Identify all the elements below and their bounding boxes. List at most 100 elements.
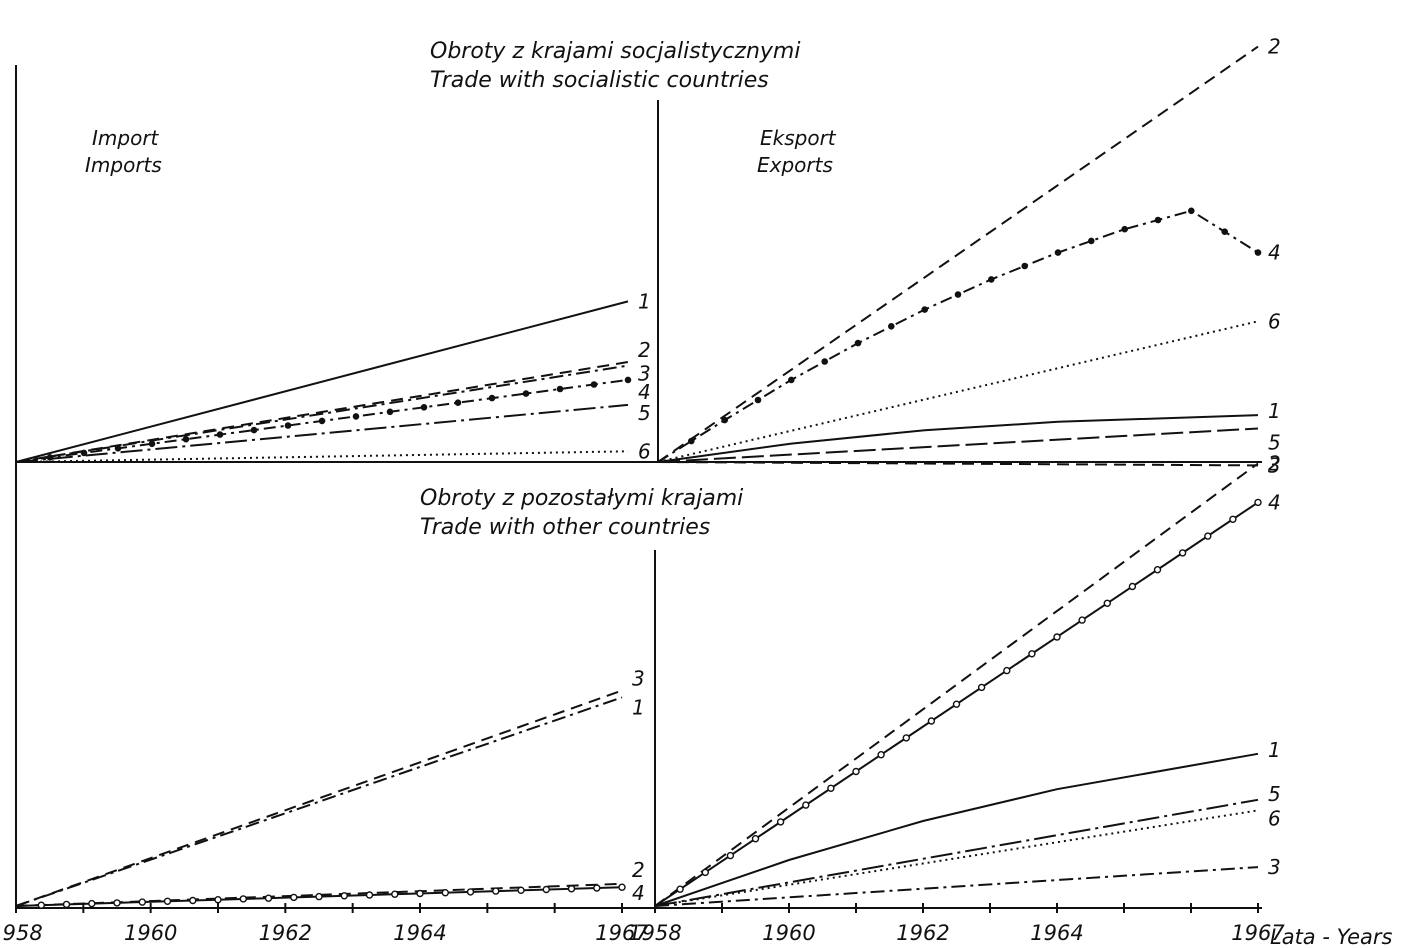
panel-3-series-4-marker [517,886,525,894]
panel-2-series-4-marker [1188,207,1195,215]
plot-lines [15,45,1262,909]
panel-3-series-1-line [15,696,623,907]
panel-4-series-4-label: 4 [1268,490,1281,514]
panel-1-series-1-label: 1 [638,289,651,313]
panel-1-series-4-marker [624,376,632,384]
panel-3-series-4-marker [315,892,323,901]
panel-2-series-5-label: 5 [1268,431,1281,455]
panel-1-series-3-line [15,364,629,463]
panel-4-series-4-marker [1153,566,1162,574]
panel-1-series-4-marker [182,435,190,443]
panel-1-series-3-label: 3 [638,362,651,386]
x-axis-label: Lata - Years [1270,925,1393,948]
panel-3-series-4-marker [466,888,475,896]
panel-2-series-4-marker [688,437,695,445]
panel-3-series-4-marker [113,899,121,907]
panel-4-series-4-marker [1028,650,1036,658]
panel-4-series-4-marker [1053,633,1061,641]
panel-4-series-4-marker [852,767,860,776]
panel-1-series-4-marker [318,417,326,425]
export-label-english: Exports [757,153,833,177]
panel-4-series-4-marker [1178,549,1187,557]
panel-4-series-6-line [654,809,1259,907]
panel-4-series-4-marker [977,683,986,692]
panel-2-series-4-marker [821,358,829,365]
panel-4-series-4-marker [927,717,936,725]
panel-1-series-4-marker [352,413,360,420]
panel-3-series-4-marker [189,896,197,905]
bottom-title-english: Trade with other countries [420,515,710,540]
panel-1-series-4-marker [216,431,224,438]
panel-1-series-6-line [15,450,629,463]
panel-1-series-4-marker [488,394,496,402]
panel-4-series-1-label: 1 [1268,738,1281,762]
top-title-english: Trade with socialistic countries [430,68,769,93]
panel-4-series-4-marker [827,784,835,792]
import-label-english: Imports [85,153,162,177]
panel-3-series-4-marker [264,894,273,902]
panel-3-series-4-marker [542,885,550,894]
panel-4-series-4-marker [676,885,684,893]
panel-4-series-1-line [654,752,1259,907]
panel-4-series-4-marker [701,868,709,877]
panel-4-series-4-marker [1204,532,1212,540]
panel-3-series-2-label: 2 [632,858,645,882]
panel-1-series-4-marker [386,408,394,416]
panel-3-series-3-line [15,689,623,907]
panel-3-series-4-marker [391,890,399,898]
panel-2-series-1-label: 1 [1268,399,1281,423]
panel-3-tick-label-1958: 1958 [0,921,43,945]
panel-3-tick-label-1967: 1967 [595,921,649,945]
bottom-title-polish: Obroty z pozostałymi krajami [420,486,743,511]
panel-3-series-4-marker [441,889,449,897]
panel-3-series-4-marker [290,893,298,902]
panel-4-series-4-marker [751,835,760,843]
panel-1-series-4-marker [284,422,292,429]
panel-1-series-1-line [15,300,629,463]
panel-1-series-4-marker [420,403,428,411]
panel-2-series-4-marker [854,339,862,347]
panel-4-series-2-label: 2 [1268,452,1281,476]
panel-2-series-4-marker [954,291,962,298]
panel-3-series-4-marker [340,892,348,900]
panel-2-series-4-marker [1021,262,1028,270]
panel-3-tick-label-1964: 1964 [393,921,446,945]
panel-3-series-4-marker [618,883,626,891]
panel-3-series-4-marker [37,901,45,909]
panel-1-series-4-marker [148,440,156,448]
panel-2-series-3-line [657,461,1259,467]
panel-2-series-2-label: 2 [1268,35,1281,59]
panel-3-tick-label-1962: 1962 [259,921,312,945]
panel-1-series-4-marker [80,449,88,457]
panel-2-series-4-marker [721,416,729,424]
panel-4-series-5-line [654,798,1259,907]
panel-2-series-4-label: 4 [1268,241,1281,265]
panel-4-series-4-marker [902,734,910,742]
panel-2-series-3-label: 3 [1268,453,1281,477]
panel-4-series-4-marker [1003,666,1011,675]
tick-labels: 1958196019621964196719581960196219641967 [0,921,1285,945]
panel-3-series-4-marker [593,884,601,892]
panel-3-series-4-label: 4 [632,881,645,905]
import-label-polish: Import [92,126,160,150]
export-label-polish: Eksport [760,126,837,150]
panel-3-tick-label-1960: 1960 [124,921,177,945]
panel-3-series-4-marker [239,895,248,903]
panel-4-series-5-label: 5 [1268,782,1281,806]
panel-3-series-1-label: 1 [632,695,645,719]
panel-4-series-4-marker [802,801,810,809]
panel-2-series-4-marker [988,276,995,283]
panel-2-series-4-marker [888,322,895,330]
panel-2-series-4-marker [788,376,795,384]
panel-1-series-6-label: 6 [638,439,651,463]
panel-2-series-4-marker [1088,237,1095,245]
panel-2-series-6-line [657,320,1259,463]
panel-4-tick-label-1962: 1962 [896,921,949,945]
panel-4-series-3-label: 3 [1268,855,1281,879]
panel-2-series-4-marker [1154,216,1162,224]
panel-4-series-4-marker [1128,582,1137,591]
panel-3-series-4-marker [214,896,222,904]
panel-2-series-5-line [657,427,1259,463]
